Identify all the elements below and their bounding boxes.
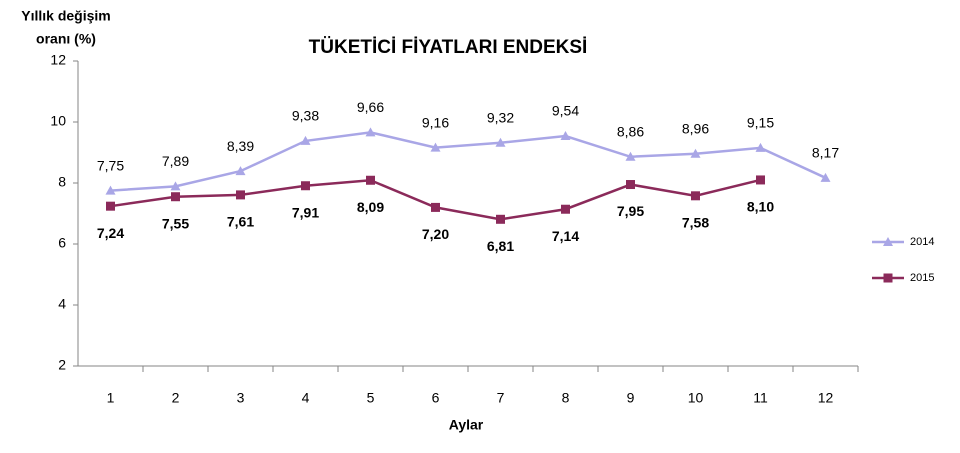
y-tick-label: 12 xyxy=(50,52,66,68)
x-tick-label: 12 xyxy=(818,390,834,406)
data-label: 9,16 xyxy=(422,114,449,130)
marker xyxy=(236,190,245,200)
data-label: 7,14 xyxy=(552,228,579,244)
y-axis-title: oranı (%) xyxy=(36,31,96,47)
x-tick-label: 10 xyxy=(688,390,704,406)
marker xyxy=(301,181,310,191)
data-label: 9,54 xyxy=(552,103,579,119)
data-label: 7,20 xyxy=(422,226,449,242)
x-tick-label: 8 xyxy=(562,390,570,406)
marker xyxy=(496,214,505,224)
marker xyxy=(300,135,311,145)
data-label: 8,17 xyxy=(812,145,839,161)
x-tick-label: 1 xyxy=(107,390,115,406)
x-tick-label: 4 xyxy=(302,390,310,406)
marker xyxy=(171,192,180,202)
marker xyxy=(691,191,700,201)
x-axis-title: Aylar xyxy=(449,417,484,433)
marker xyxy=(105,185,116,195)
series-line xyxy=(110,178,761,221)
data-label: 7,91 xyxy=(292,204,319,220)
marker xyxy=(431,202,440,212)
marker xyxy=(430,142,441,152)
legend-marker xyxy=(883,237,893,246)
marker xyxy=(626,180,635,190)
data-label: 8,10 xyxy=(747,199,774,215)
y-tick-label: 4 xyxy=(58,296,66,312)
y-tick-label: 8 xyxy=(58,174,66,190)
marker xyxy=(561,204,570,214)
legend-label: 2015 xyxy=(910,272,934,284)
chart-title: TÜKETİCİ FİYATLARI ENDEKSİ xyxy=(309,37,588,58)
legend-label: 2014 xyxy=(910,236,934,248)
data-label: 8,39 xyxy=(227,138,254,154)
data-label: 9,38 xyxy=(292,108,319,124)
data-label: 7,95 xyxy=(617,203,644,219)
x-tick-label: 2 xyxy=(172,390,180,406)
x-tick-label: 9 xyxy=(627,390,635,406)
x-tick-label: 11 xyxy=(753,390,768,406)
data-label: 7,55 xyxy=(162,215,189,231)
marker xyxy=(106,201,115,211)
data-label: 9,66 xyxy=(357,99,384,115)
x-tick-label: 3 xyxy=(237,390,245,406)
data-label: 8,96 xyxy=(682,120,709,136)
marker xyxy=(366,175,375,185)
series-line xyxy=(110,131,827,192)
legend-marker xyxy=(883,273,893,283)
marker xyxy=(170,181,181,191)
data-label: 9,15 xyxy=(747,115,774,131)
y-tick-label: 10 xyxy=(50,113,66,129)
marker xyxy=(235,166,246,176)
data-label: 8,09 xyxy=(357,199,384,215)
marker xyxy=(495,137,506,147)
y-tick-label: 2 xyxy=(58,357,66,373)
marker xyxy=(625,151,636,161)
data-label: 7,58 xyxy=(682,215,709,231)
data-label: 9,32 xyxy=(487,109,514,125)
y-axis-title: Yıllık değişim xyxy=(21,8,110,24)
marker xyxy=(756,175,765,185)
data-label: 6,81 xyxy=(487,238,514,254)
data-label: 7,89 xyxy=(162,153,189,169)
marker xyxy=(690,148,701,158)
marker xyxy=(755,142,766,152)
marker xyxy=(560,131,571,141)
y-tick-label: 6 xyxy=(58,235,66,251)
x-tick-label: 6 xyxy=(432,390,440,406)
x-tick-label: 7 xyxy=(497,390,505,406)
marker xyxy=(820,172,831,182)
data-label: 8,86 xyxy=(617,123,644,139)
data-label: 7,75 xyxy=(97,157,124,173)
data-label: 7,61 xyxy=(227,214,254,230)
marker xyxy=(365,127,376,137)
data-label: 7,24 xyxy=(97,225,124,241)
x-tick-label: 5 xyxy=(367,390,375,406)
